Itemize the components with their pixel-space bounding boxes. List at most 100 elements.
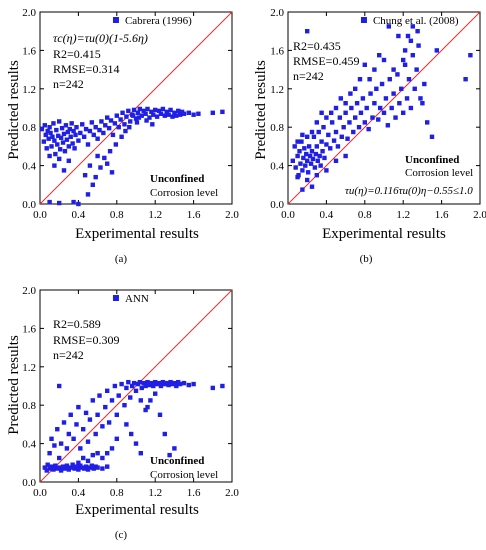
data-point [139, 385, 144, 391]
plot-frame [287, 11, 481, 205]
data-point [191, 381, 196, 387]
x-tick-label: 0.0 [33, 209, 47, 221]
panel-a: Predicted results Experimental results (… [6, 7, 239, 265]
data-point [81, 455, 86, 461]
data-point [145, 379, 150, 385]
data-point [314, 144, 319, 149]
data-point [126, 379, 131, 385]
y-tick-label: 1.2 [270, 84, 284, 96]
data-point [356, 125, 362, 130]
data-point [71, 436, 76, 441]
data-point [210, 385, 215, 391]
data-point [53, 151, 58, 157]
data-point [74, 464, 79, 469]
data-point [374, 86, 379, 91]
data-point [57, 119, 62, 124]
data-point [76, 404, 81, 410]
condition-annotation: Unconfined [150, 173, 204, 185]
data-point [135, 110, 141, 115]
data-point [143, 383, 148, 389]
data-point [78, 446, 83, 451]
n-annotation: n=242 [293, 69, 324, 83]
data-point [309, 149, 315, 154]
y-axis-label: Predicted results [253, 60, 269, 160]
data-point [129, 431, 134, 437]
data-point [95, 136, 100, 141]
data-point [97, 393, 102, 398]
data-point [317, 153, 322, 159]
condition-annotation: Unconfined [150, 455, 204, 467]
y-tick-label: 1.6 [270, 45, 284, 57]
marker-note-annotation: Corrosion level [150, 187, 218, 199]
data-point [131, 107, 137, 113]
data-point [367, 77, 372, 82]
data-point [66, 144, 71, 149]
data-point [391, 91, 396, 96]
data-point [143, 407, 148, 413]
data-point [83, 126, 89, 132]
data-point [309, 129, 315, 135]
data-point [42, 123, 47, 128]
data-point [379, 81, 385, 87]
data-point [147, 115, 152, 120]
data-point [93, 125, 98, 130]
x-tick-label: 2.0 [225, 487, 239, 499]
data-point [143, 111, 148, 116]
data-point [105, 115, 110, 120]
data-point [76, 201, 81, 207]
data-point [315, 158, 320, 163]
data-point [300, 187, 305, 192]
data-point [51, 467, 56, 472]
data-point [329, 110, 334, 115]
data-point [304, 151, 309, 157]
data-point [80, 122, 85, 127]
data-point [406, 77, 412, 82]
data-point [87, 163, 93, 168]
data-point [381, 57, 387, 63]
data-point [172, 110, 177, 115]
x-tick-label: 2.0 [225, 209, 239, 221]
data-point [52, 138, 57, 143]
data-point [377, 105, 383, 111]
x-tick-label: 1.6 [435, 209, 449, 221]
data-point [99, 119, 104, 124]
data-point [149, 380, 154, 386]
data-point [300, 132, 305, 138]
data-point [154, 114, 160, 119]
data-point [328, 146, 333, 151]
data-point [136, 115, 142, 120]
y-tick-label: 2.0 [270, 7, 284, 19]
data-point [293, 165, 298, 170]
data-point [87, 128, 93, 134]
data-point [61, 420, 67, 425]
data-point [177, 381, 183, 387]
data-point [353, 86, 358, 91]
y-tick-label: 0.0 [22, 199, 36, 211]
data-point [401, 110, 406, 115]
data-point [53, 463, 58, 468]
x-tick-label: 0.4 [72, 209, 86, 221]
data-point [299, 139, 304, 144]
data-point [47, 125, 52, 130]
data-point [64, 446, 70, 451]
data-point [145, 106, 150, 112]
data-point [47, 199, 52, 205]
panel-b: Predicted results Experimental results (… [253, 7, 486, 265]
data-point [133, 441, 139, 446]
data-point [351, 129, 356, 135]
data-point [103, 404, 108, 410]
data-point [63, 123, 69, 128]
data-point [166, 382, 171, 388]
data-point [305, 29, 310, 34]
data-point [150, 122, 155, 127]
data-point [153, 107, 158, 113]
data-point [385, 123, 391, 128]
data-point [74, 125, 79, 130]
data-point [58, 468, 64, 473]
legend-marker [112, 17, 119, 23]
data-point [76, 467, 81, 472]
y-tick-label: 2.0 [22, 285, 36, 297]
data-point [131, 380, 137, 386]
data-point [160, 106, 166, 112]
data-point [52, 163, 57, 168]
